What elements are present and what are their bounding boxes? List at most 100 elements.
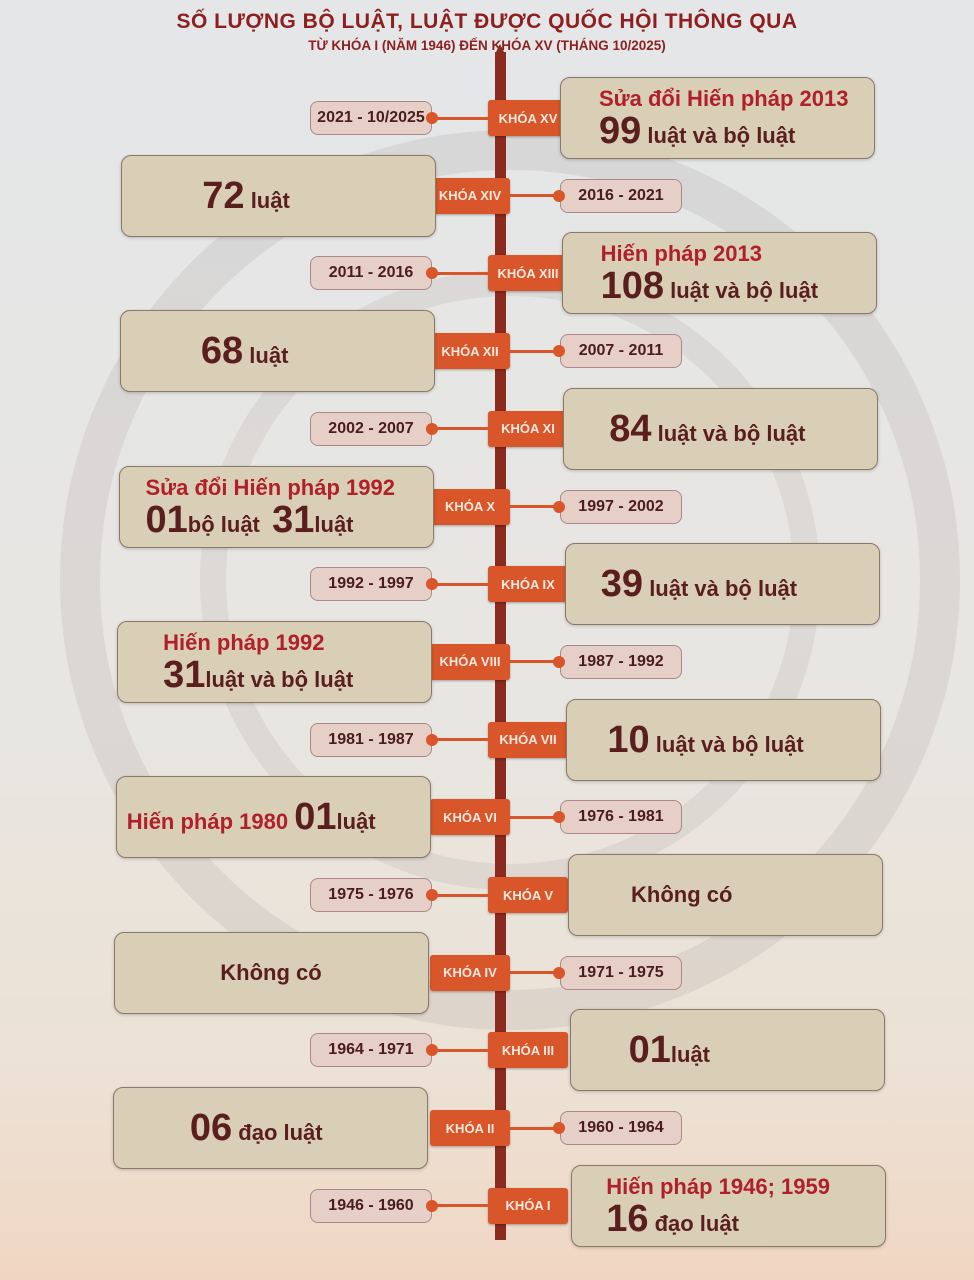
constitution-label: Sửa đổi Hiến pháp 1992: [145, 474, 395, 500]
law-unit: luật: [314, 511, 354, 537]
law-count: 16: [606, 1197, 649, 1240]
connector-dot: [553, 811, 565, 824]
connector-dot: [553, 500, 565, 513]
law-count: 84: [609, 407, 652, 450]
content-box: 06 đạo luật: [112, 1087, 428, 1170]
connector-dot: [553, 655, 565, 668]
law-unit: luật: [336, 809, 376, 835]
content-line: Sửa đổi Hiến pháp 1992: [146, 475, 433, 501]
content-box: Hiến pháp 2013 108 luật và bộ luật: [561, 232, 877, 315]
content-line: 39 luật và bộ luật: [601, 565, 879, 603]
content-line: 10 luật và bộ luật: [607, 721, 880, 759]
connector-dot: [553, 1122, 565, 1135]
period-pill: 1946 - 1960: [310, 1188, 432, 1223]
period-pill: 1981 - 1987: [310, 722, 432, 757]
khoa-label: KHÓA X: [430, 488, 510, 525]
law-unit: bộ luật: [187, 511, 273, 537]
content-box: Sửa đổi Hiến pháp 1992 01bộ luật 31luật: [118, 465, 434, 548]
period-pill: 2021 - 10/2025: [310, 101, 432, 135]
law-count: 01: [294, 796, 337, 839]
period-pill: 1971 - 1975: [560, 955, 682, 990]
law-count: 01: [145, 498, 188, 541]
law-unit: luật và bộ luật: [651, 420, 806, 446]
law-unit: luật: [244, 187, 290, 213]
content-line: 108 luật và bộ luật: [601, 267, 876, 305]
khoa-label: KHÓA XI: [488, 410, 568, 447]
constitution-label: Sửa đổi Hiến pháp 2013: [599, 86, 849, 111]
content-box: 72 luật: [121, 154, 437, 237]
content-box: Hiến pháp 1992 31luật và bộ luật: [117, 620, 433, 703]
connector-dot: [426, 112, 438, 124]
law-unit: luật và bộ luật: [649, 731, 804, 757]
content-box: 10 luật và bộ luật: [566, 698, 882, 781]
khoa-label: KHÓA IX: [488, 566, 568, 603]
khoa-label: KHÓA XV: [488, 100, 568, 136]
content-line: 68 luật: [201, 332, 434, 370]
constitution-label: Hiến pháp 1992: [163, 629, 325, 655]
khoa-label: KHÓA XII: [430, 333, 510, 370]
connector-dot: [553, 966, 565, 979]
content-line: Không có: [631, 882, 882, 908]
law-count: 31: [272, 498, 315, 541]
khoa-label: KHÓA XIV: [430, 177, 510, 214]
period-pill: 1960 - 1964: [560, 1111, 682, 1146]
connector-line: [432, 738, 492, 742]
connector-line: [508, 971, 563, 975]
content-box: Sửa đổi Hiến pháp 2013 99 luật và bộ luật: [560, 77, 875, 159]
period-pill: 1997 - 2002: [560, 489, 682, 524]
connector-line: [508, 505, 563, 508]
constitution-label: Hiến pháp 2013: [600, 241, 762, 267]
khoa-label: KHÓA II: [430, 1110, 510, 1147]
content-line: Hiến pháp 2013: [601, 241, 876, 267]
page-title: SỐ LƯỢNG BỘ LUẬT, LUẬT ĐƯỢC QUỐC HỘI THÔ…: [176, 10, 798, 33]
period-pill: 2011 - 2016: [310, 256, 432, 291]
law-count: 72: [202, 174, 245, 217]
law-unit: Không có: [220, 959, 322, 985]
connector-line: [432, 271, 492, 275]
content-box: Không có: [114, 931, 430, 1014]
law-unit: luật và bộ luật: [641, 123, 796, 148]
connector-line: [432, 893, 492, 897]
law-count: 01: [628, 1029, 671, 1072]
content-line: Sửa đổi Hiến pháp 2013: [599, 86, 874, 112]
period-pill: 1987 - 1992: [560, 644, 682, 679]
content-line: 99 luật và bộ luật: [599, 112, 874, 150]
connector-line: [508, 1126, 563, 1130]
constitution-label: Hiến pháp 1946; 1959: [606, 1173, 830, 1199]
law-unit: Không có: [631, 882, 733, 907]
connector-dot: [426, 1199, 438, 1212]
connector-dot: [426, 267, 438, 280]
law-count: 39: [600, 563, 644, 606]
connector-line: [432, 427, 492, 431]
khoa-label: KHÓA I: [488, 1187, 568, 1224]
khoa-label: KHÓA XIII: [488, 255, 568, 292]
khoa-label: KHÓA VI: [430, 799, 510, 836]
law-unit: đạo luật: [232, 1120, 323, 1146]
law-unit: đạo luật: [648, 1210, 739, 1236]
timeline-spine-tip: [495, 44, 505, 54]
law-unit: luật và bộ luật: [643, 576, 798, 602]
period-pill: 1992 - 1997: [310, 567, 432, 602]
connector-line: [508, 660, 563, 664]
content-line: 16 đạo luật: [606, 1200, 885, 1238]
law-count: 99: [599, 110, 642, 152]
period-pill: 2007 - 2011: [560, 334, 682, 369]
khoa-label: KHÓA VIII: [430, 643, 510, 680]
content-line: Hiến pháp 1992: [163, 630, 431, 656]
content-line: Hiến pháp 1946; 1959: [606, 1174, 885, 1200]
constitution-label: Hiến pháp 1980: [126, 809, 295, 835]
connector-dot: [426, 578, 438, 591]
law-unit: luật: [243, 343, 289, 369]
period-pill: 1975 - 1976: [310, 878, 432, 912]
connector-dot: [426, 1044, 438, 1057]
content-line: Không có: [220, 960, 428, 986]
content-box: 01luật: [569, 1009, 885, 1092]
connector-line: [432, 582, 492, 586]
law-count: 31: [163, 653, 206, 696]
content-line: 84 luật và bộ luật: [609, 410, 877, 448]
connector-line: [432, 116, 492, 120]
connector-dot: [426, 889, 438, 901]
content-line: 31luật và bộ luật: [163, 656, 431, 694]
law-unit: luật và bộ luật: [664, 278, 819, 304]
connector-line: [508, 349, 563, 353]
